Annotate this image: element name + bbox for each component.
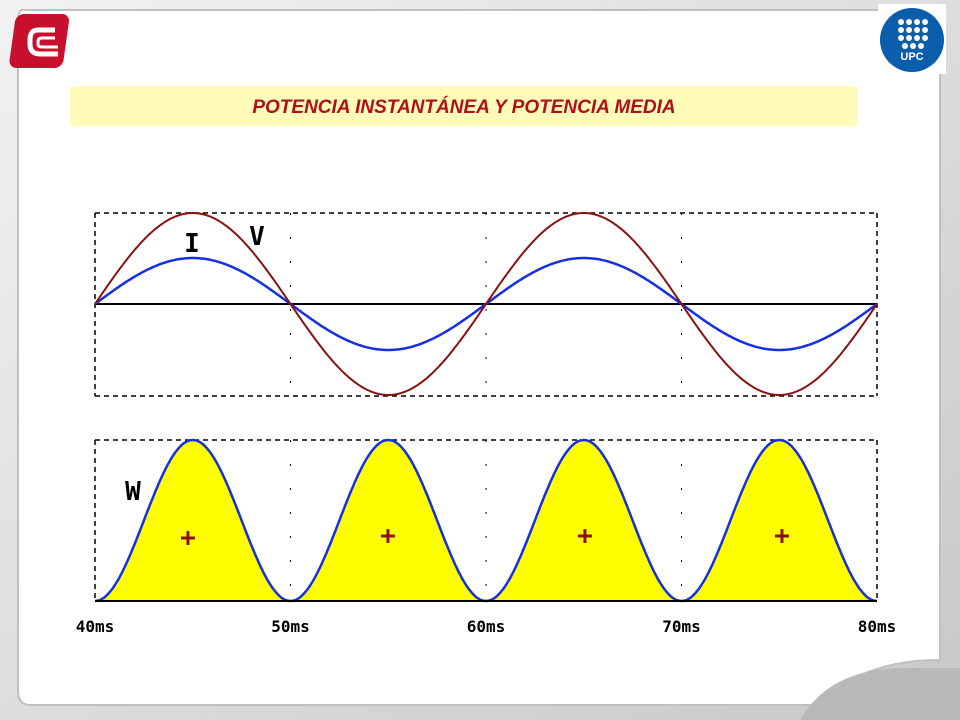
curve-label: I bbox=[184, 229, 200, 259]
sign-label: + bbox=[577, 521, 593, 551]
curve-label: W bbox=[125, 477, 141, 507]
logo-right: UPC bbox=[878, 4, 946, 74]
logo-left bbox=[9, 14, 69, 68]
sign-label: + bbox=[380, 521, 396, 551]
x-tick-label: 50ms bbox=[271, 617, 310, 636]
x-tick-label: 80ms bbox=[858, 617, 897, 636]
plot: I V W + + + +40ms 50ms 60ms 70ms 80ms bbox=[76, 212, 897, 636]
title-bar bbox=[70, 86, 858, 126]
sign-label: + bbox=[774, 521, 790, 551]
logo-text: UPC bbox=[900, 51, 923, 63]
curve-label: V bbox=[249, 222, 265, 252]
x-tick-label: 40ms bbox=[76, 617, 115, 636]
corner-decoration bbox=[800, 668, 960, 720]
sign-label: + bbox=[180, 523, 196, 553]
x-tick-label: 60ms bbox=[467, 617, 506, 636]
x-tick-label: 70ms bbox=[662, 617, 701, 636]
voltage-curve bbox=[94, 212, 878, 396]
title: POTENCIA INSTANTÁNEA Y POTENCIA MEDIA bbox=[252, 96, 675, 118]
